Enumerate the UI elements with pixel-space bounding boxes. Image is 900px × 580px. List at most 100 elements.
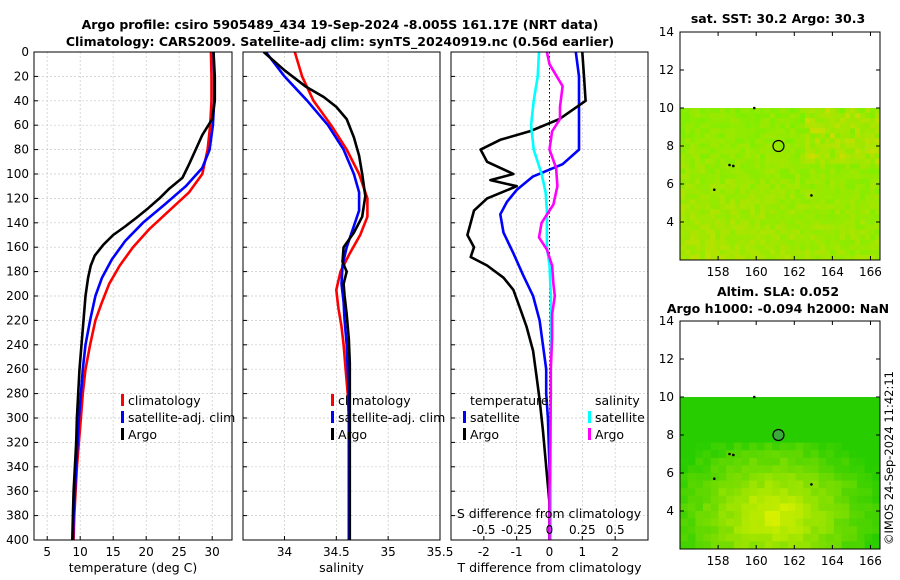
map-cell [740, 123, 746, 129]
map-cell [770, 209, 776, 215]
map-cell [720, 163, 726, 170]
map-cell [765, 199, 771, 205]
map-cell [730, 153, 736, 160]
map-cell [795, 541, 804, 550]
map-cell [710, 457, 719, 466]
map-cell [795, 224, 801, 231]
map-cell [860, 229, 866, 236]
map-cell [790, 123, 796, 129]
map-cell [820, 148, 826, 155]
map-cell [733, 503, 743, 512]
map-cell [690, 234, 696, 241]
map-cell [830, 113, 836, 119]
map-cell [820, 234, 826, 241]
map-cell [703, 480, 712, 489]
map-cell [720, 158, 726, 165]
map-cell [810, 113, 816, 119]
map-cell [870, 214, 876, 220]
map-cell [775, 133, 781, 139]
map-cell [841, 533, 850, 542]
map-cell [840, 219, 846, 226]
map-cell [815, 184, 821, 190]
map-cell [695, 229, 701, 236]
map-cell [760, 219, 766, 226]
map-cell [826, 465, 835, 474]
map-cell [790, 158, 796, 165]
map-cell [725, 204, 731, 210]
map-cell [715, 189, 721, 195]
map-cell [810, 133, 816, 139]
map-cell [745, 224, 751, 231]
map-cell [710, 511, 719, 520]
map-cell [805, 123, 811, 129]
map-cell [740, 219, 746, 226]
map-cell [703, 511, 712, 520]
map-cell [703, 435, 712, 444]
map-cell [745, 178, 751, 185]
map-cell [680, 108, 686, 114]
map-cell [760, 108, 766, 114]
map-cell [695, 442, 704, 451]
map-cell [855, 224, 861, 231]
map-cell [870, 128, 876, 134]
map-cell [680, 118, 686, 124]
map-cell [855, 254, 861, 261]
map-cell [740, 224, 746, 231]
map-cell [855, 158, 861, 165]
map-cell [872, 480, 881, 489]
map-cell [687, 397, 696, 406]
map-cell [840, 204, 846, 210]
map-cell [725, 123, 731, 129]
legend-clim-label: climatology [338, 393, 411, 408]
map-cell [764, 442, 773, 451]
map-cell [790, 173, 796, 180]
map-cell [685, 189, 691, 195]
map-cell [810, 234, 816, 241]
map-cell [718, 465, 727, 474]
map-cell [685, 244, 691, 251]
map-cell [749, 503, 758, 512]
map-cell [780, 113, 786, 119]
map-cell [715, 163, 721, 170]
map-cell [765, 143, 771, 150]
map-cell [800, 153, 806, 160]
map-cell [825, 209, 831, 215]
map-cell [820, 239, 826, 246]
map-cell [841, 435, 850, 444]
map-cell [787, 457, 796, 466]
y-tick-label: 160 [6, 240, 29, 254]
map-cell [780, 214, 786, 220]
map-cell [830, 249, 836, 256]
map-cell [810, 138, 816, 144]
map-cell [740, 113, 746, 119]
map-cell [787, 495, 796, 504]
map-cell [733, 397, 743, 406]
map-cell [780, 194, 786, 200]
map-cell [800, 113, 806, 119]
map-cell [764, 419, 773, 428]
map-cell [780, 488, 789, 497]
map-cell [680, 480, 689, 489]
map-cell [825, 224, 831, 231]
map-cell [725, 153, 731, 160]
map-cell [690, 143, 696, 150]
map-cell [820, 249, 826, 256]
map-cell [825, 234, 831, 241]
map-cell [850, 239, 856, 246]
map-cell [872, 435, 881, 444]
map-cell [835, 123, 841, 129]
map-cell [687, 419, 696, 428]
map-cell [818, 480, 827, 489]
map-cell [687, 541, 696, 550]
map-cell [800, 214, 806, 220]
imos-stamp: ©IMOS 24-Sep-2024 11:42:11 [882, 371, 896, 545]
map-cell [810, 244, 816, 251]
map-cell [772, 450, 781, 459]
map-cell [850, 204, 856, 210]
map-cell [730, 113, 736, 119]
map-cell [700, 138, 706, 144]
map-cell [715, 234, 721, 241]
map-cell [715, 148, 721, 155]
map-cell [680, 168, 686, 175]
map-cell [685, 118, 691, 124]
